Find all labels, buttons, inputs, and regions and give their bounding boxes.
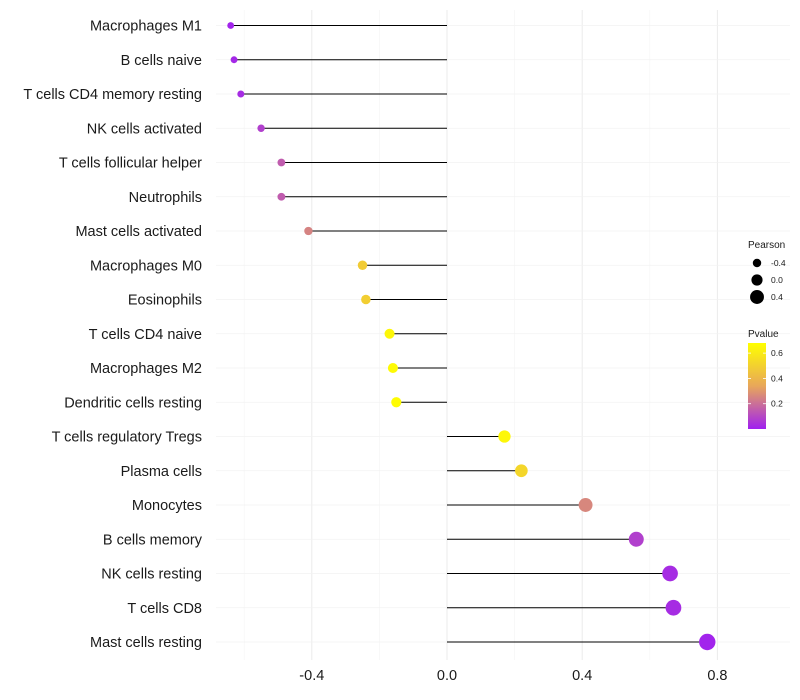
y-tick-label: NK cells activated (87, 121, 202, 137)
y-axis-labels: Macrophages M1 B cells naive T cells CD4 m… (23, 19, 202, 652)
y-tick-label: Plasma cells (121, 464, 202, 480)
x-tick-label: 0.0 (437, 668, 457, 684)
y-tick-label: Macrophages M0 (90, 258, 202, 274)
size-legend-key (752, 258, 762, 268)
lollipop-dot (304, 226, 313, 236)
y-tick-label: B cells naive (121, 53, 202, 69)
y-tick-label: Mast cells resting (90, 635, 202, 651)
size-legend-label: -0.4 (771, 258, 786, 268)
pvalue-colorbar (748, 343, 766, 429)
y-tick-label: Eosinophils (128, 293, 202, 309)
lollipop-dot (237, 90, 245, 98)
dot-layer (227, 22, 716, 651)
y-tick-label: B cells memory (103, 532, 203, 548)
x-tick-label: -0.4 (299, 668, 324, 684)
y-tick-label: Dendritic cells resting (64, 395, 202, 411)
lollipop-dot (361, 294, 371, 305)
y-tick-label: Macrophages M1 (90, 19, 202, 35)
size-legend-label: 0.0 (771, 275, 783, 285)
lollipop-dot (277, 158, 286, 167)
size-legend-key (750, 290, 764, 304)
x-axis-ticks: -0.4 0.0 0.4 0.8 (299, 668, 727, 684)
lollipop-dot (227, 22, 235, 29)
grid-layer (216, 10, 790, 660)
y-tick-label: T cells CD4 naive (89, 327, 202, 343)
lollipop-dot (230, 56, 238, 64)
lollipop-dot (515, 464, 528, 478)
y-tick-label: T cells follicular helper (59, 156, 202, 172)
x-tick-label: 0.4 (572, 668, 592, 684)
y-tick-label: T cells CD4 memory resting (23, 87, 202, 103)
color-legend-title: Pvalue (748, 329, 779, 340)
size-legend-key (751, 274, 763, 286)
lollipop-dot (628, 531, 644, 547)
lollipop-dot (578, 498, 593, 512)
color-legend-label: 0.2 (771, 399, 783, 409)
lollipop-dot (387, 362, 398, 374)
lollipop-dot (498, 430, 511, 443)
y-tick-label: Mast cells activated (75, 224, 202, 240)
y-tick-label: Monocytes (132, 498, 202, 514)
y-tick-label: Macrophages M2 (90, 361, 202, 377)
lollipop-dot (699, 633, 716, 651)
color-legend-label: 0.6 (771, 348, 783, 358)
lollipop-dot (277, 192, 286, 201)
lollipop-dot (662, 565, 678, 582)
lollipop-dot (384, 328, 395, 339)
legend: Pearson Pvalue -0.4 0.0 0.4 0.6 0.4 0.2 (748, 240, 786, 429)
color-legend-label: 0.4 (771, 373, 783, 383)
stem-layer (230, 25, 708, 643)
lollipop-dot (665, 599, 682, 616)
lollipop-dot (357, 260, 368, 270)
y-tick-label: T cells regulatory Tregs (52, 430, 202, 446)
y-tick-label: T cells CD8 (127, 601, 202, 617)
x-tick-label: 0.8 (707, 668, 727, 684)
lollipop-dot (391, 397, 402, 408)
y-tick-label: NK cells resting (101, 567, 202, 583)
size-legend-label: 0.4 (771, 292, 783, 302)
lollipop-dot (257, 124, 265, 132)
y-tick-label: Neutrophils (129, 190, 202, 206)
size-legend-title: Pearson (748, 240, 785, 251)
